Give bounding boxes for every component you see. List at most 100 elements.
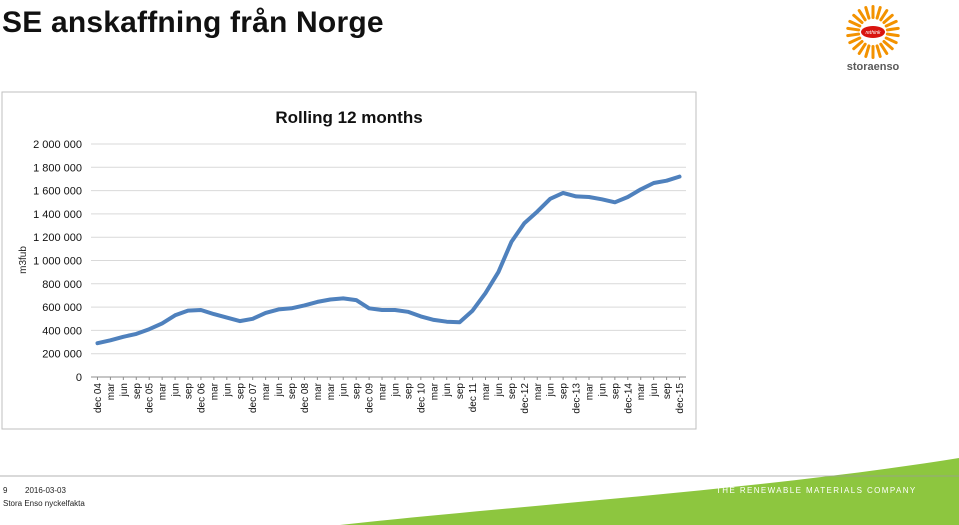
data-point	[639, 187, 643, 191]
x-tick-label: sep	[287, 383, 298, 400]
data-point	[574, 194, 578, 198]
data-point	[367, 306, 371, 310]
y-tick-label: 1 600 000	[33, 186, 82, 198]
y-axis-label: m3fub	[18, 246, 29, 274]
x-tick-label: dec-13	[572, 383, 583, 414]
x-tick-label: dec-14	[623, 383, 634, 414]
y-tick-label: 2 000 000	[33, 139, 82, 151]
logo-petal	[882, 13, 894, 25]
logo-petal	[864, 6, 871, 20]
x-tick-label: sep	[507, 383, 518, 400]
logo-petal	[846, 32, 861, 38]
logo-petal	[848, 19, 862, 28]
y-tick-label: 800 000	[42, 279, 82, 291]
x-tick-label: mar	[429, 382, 440, 400]
x-tick-label: sep	[132, 383, 143, 400]
logo-petal	[852, 13, 864, 25]
logo-petal	[884, 19, 898, 28]
stora-enso-logo: rethink storaenso	[846, 5, 900, 73]
x-tick-label: sep	[610, 383, 621, 400]
logo-petal	[885, 32, 900, 38]
data-point	[315, 300, 319, 304]
data-point	[95, 341, 99, 345]
data-point	[341, 296, 345, 300]
x-tick-label: dec 04	[93, 383, 104, 413]
logo-petal	[857, 9, 867, 22]
x-tick-label: sep	[559, 383, 570, 400]
y-tick-label: 1 400 000	[33, 209, 82, 221]
x-tick-label: jun	[390, 383, 401, 397]
page-title: SE anskaffning från Norge	[2, 6, 384, 39]
data-point	[613, 200, 617, 204]
chart-title: Rolling 12 months	[275, 108, 422, 127]
logo-wordmark: storaenso	[847, 61, 900, 73]
data-point	[652, 181, 656, 185]
logo-petal	[848, 36, 862, 45]
x-tick-label: sep	[352, 383, 363, 400]
x-tick-label: mar	[378, 382, 389, 400]
green-swoosh	[340, 458, 959, 525]
y-tick-label: 1 200 000	[33, 232, 82, 244]
x-tick-label: sep	[184, 383, 195, 400]
x-tick-label: dec 08	[300, 383, 311, 413]
x-tick-label: jun	[274, 383, 285, 397]
y-tick-label: 1 800 000	[33, 162, 82, 174]
data-point	[406, 310, 410, 314]
data-point	[587, 195, 591, 199]
data-point	[186, 309, 190, 313]
y-tick-label: 200 000	[42, 349, 82, 361]
data-point	[238, 319, 242, 323]
series-line	[95, 174, 682, 346]
data-point	[212, 312, 216, 316]
footer-company: Stora Enso nyckelfakta	[3, 499, 85, 508]
data-point	[458, 320, 462, 324]
data-point	[160, 321, 164, 325]
data-point	[277, 307, 281, 311]
logo-petal	[864, 44, 871, 58]
logo-petal	[846, 26, 861, 32]
data-point	[548, 197, 552, 201]
data-point	[471, 309, 475, 313]
data-point	[302, 303, 306, 307]
data-point	[678, 175, 682, 179]
tagline: THE RENEWABLE MATERIALS COMPANY	[716, 486, 917, 495]
logo-flower-icon	[846, 5, 900, 59]
logo-petal	[885, 26, 900, 32]
x-tick-label: dec 05	[145, 383, 156, 413]
x-tick-label: jun	[546, 383, 557, 397]
data-point	[509, 240, 513, 244]
logo-petal	[871, 45, 875, 59]
data-point	[225, 316, 229, 320]
logo-petal	[871, 5, 875, 19]
x-tick-label: sep	[235, 383, 246, 400]
data-point	[419, 314, 423, 318]
x-tick-label: dec-12	[520, 383, 531, 414]
x-tick-label: dec 07	[248, 383, 259, 413]
data-point	[496, 270, 500, 274]
logo-petal	[875, 44, 882, 58]
data-point	[445, 320, 449, 324]
data-point	[380, 308, 384, 312]
data-point	[484, 291, 488, 295]
data-point	[522, 221, 526, 225]
x-tick-label: mar	[106, 382, 117, 400]
logo-petal	[875, 6, 882, 20]
logo-petal	[884, 36, 898, 45]
footer-date: 2016-03-03	[25, 486, 66, 495]
data-point	[328, 298, 332, 302]
data-point	[432, 318, 436, 322]
page-number: 9	[3, 486, 8, 495]
x-tick-label: jun	[649, 383, 660, 397]
data-point	[354, 298, 358, 302]
logo-badge	[861, 26, 885, 38]
x-tick-label: dec 10	[416, 383, 427, 413]
data-point	[121, 335, 125, 339]
x-tick-label: jun	[222, 383, 233, 397]
y-tick-label: 400 000	[42, 325, 82, 337]
data-point	[289, 306, 293, 310]
data-point	[173, 313, 177, 317]
data-point	[147, 327, 151, 331]
data-point	[561, 191, 565, 195]
data-point	[600, 197, 604, 201]
